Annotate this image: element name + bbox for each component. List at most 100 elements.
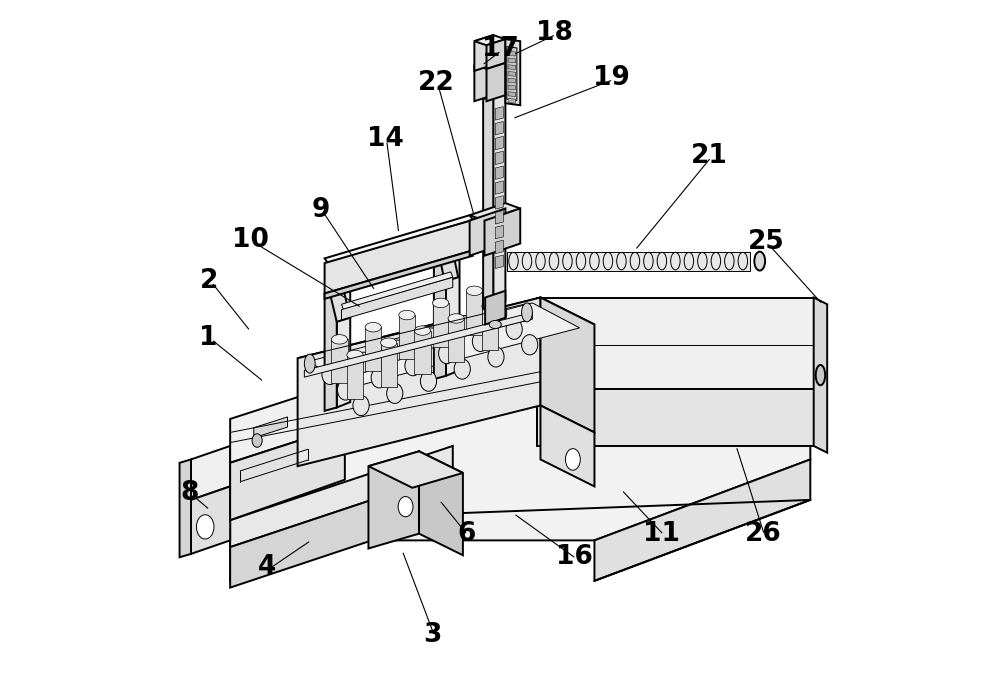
Text: 16: 16 [556, 544, 593, 571]
Polygon shape [474, 59, 505, 69]
Polygon shape [474, 59, 493, 101]
Ellipse shape [381, 338, 397, 347]
Ellipse shape [398, 497, 413, 516]
Text: 9: 9 [312, 197, 330, 223]
Ellipse shape [387, 383, 403, 404]
Polygon shape [230, 473, 453, 581]
Ellipse shape [433, 298, 449, 308]
Ellipse shape [565, 449, 580, 470]
Ellipse shape [196, 514, 214, 539]
Polygon shape [191, 446, 230, 500]
Text: 2: 2 [199, 268, 218, 293]
Text: 8: 8 [180, 480, 199, 506]
Polygon shape [508, 72, 516, 76]
Polygon shape [495, 137, 503, 150]
Polygon shape [474, 35, 505, 45]
Ellipse shape [365, 322, 381, 332]
Polygon shape [495, 210, 503, 224]
Polygon shape [508, 65, 516, 70]
Polygon shape [230, 382, 345, 463]
Polygon shape [537, 389, 814, 446]
Polygon shape [325, 220, 473, 293]
Polygon shape [304, 312, 532, 377]
Ellipse shape [816, 365, 825, 385]
Ellipse shape [489, 320, 501, 329]
Ellipse shape [454, 359, 470, 379]
Ellipse shape [252, 434, 262, 448]
Polygon shape [540, 297, 594, 433]
Polygon shape [814, 297, 827, 453]
Polygon shape [508, 51, 516, 56]
Polygon shape [482, 306, 498, 350]
Ellipse shape [423, 328, 439, 348]
Ellipse shape [420, 371, 437, 391]
Text: 22: 22 [418, 70, 454, 96]
Polygon shape [493, 91, 505, 305]
Polygon shape [298, 297, 540, 466]
Polygon shape [508, 78, 516, 83]
Polygon shape [433, 303, 449, 347]
Ellipse shape [488, 347, 504, 367]
Polygon shape [537, 297, 814, 389]
Polygon shape [495, 225, 503, 239]
Polygon shape [508, 92, 516, 97]
Polygon shape [308, 303, 580, 387]
Polygon shape [337, 285, 350, 408]
Polygon shape [325, 291, 337, 411]
Polygon shape [341, 272, 453, 310]
Text: 18: 18 [536, 20, 572, 46]
Polygon shape [474, 35, 493, 71]
Text: 19: 19 [593, 66, 630, 91]
Ellipse shape [472, 331, 489, 352]
Polygon shape [485, 291, 505, 324]
Ellipse shape [754, 251, 765, 270]
Text: 1: 1 [199, 325, 218, 351]
Polygon shape [484, 208, 520, 256]
Polygon shape [341, 277, 453, 320]
Polygon shape [191, 487, 230, 554]
Polygon shape [230, 473, 453, 587]
Text: 4: 4 [258, 554, 276, 581]
Ellipse shape [439, 343, 455, 364]
Text: 17: 17 [482, 37, 518, 62]
Text: 10: 10 [232, 227, 269, 254]
Ellipse shape [399, 310, 415, 320]
Polygon shape [540, 406, 594, 487]
Polygon shape [298, 297, 594, 385]
Polygon shape [438, 245, 458, 281]
Polygon shape [365, 327, 381, 371]
Polygon shape [508, 99, 516, 103]
Polygon shape [381, 343, 397, 387]
Text: 3: 3 [423, 622, 442, 648]
Ellipse shape [331, 335, 348, 344]
Polygon shape [495, 166, 503, 179]
Text: 21: 21 [691, 143, 728, 169]
Polygon shape [325, 285, 350, 294]
Polygon shape [414, 331, 431, 375]
Ellipse shape [522, 335, 538, 355]
Polygon shape [466, 291, 482, 335]
Polygon shape [368, 452, 463, 488]
Ellipse shape [405, 356, 421, 376]
Polygon shape [331, 339, 348, 383]
Text: 25: 25 [748, 229, 785, 256]
Polygon shape [594, 460, 810, 581]
Ellipse shape [466, 286, 482, 295]
Polygon shape [325, 250, 473, 299]
Polygon shape [419, 452, 463, 555]
Polygon shape [470, 203, 520, 220]
Text: 6: 6 [457, 521, 475, 547]
Ellipse shape [356, 352, 372, 372]
Polygon shape [495, 151, 503, 165]
Text: 26: 26 [745, 521, 781, 547]
Polygon shape [507, 47, 517, 101]
Ellipse shape [304, 354, 315, 373]
Ellipse shape [322, 364, 338, 385]
Polygon shape [448, 318, 464, 362]
Text: 11: 11 [643, 521, 680, 547]
Polygon shape [230, 446, 453, 547]
Polygon shape [329, 287, 350, 322]
Polygon shape [495, 255, 503, 268]
Polygon shape [325, 215, 473, 263]
Ellipse shape [522, 303, 532, 322]
